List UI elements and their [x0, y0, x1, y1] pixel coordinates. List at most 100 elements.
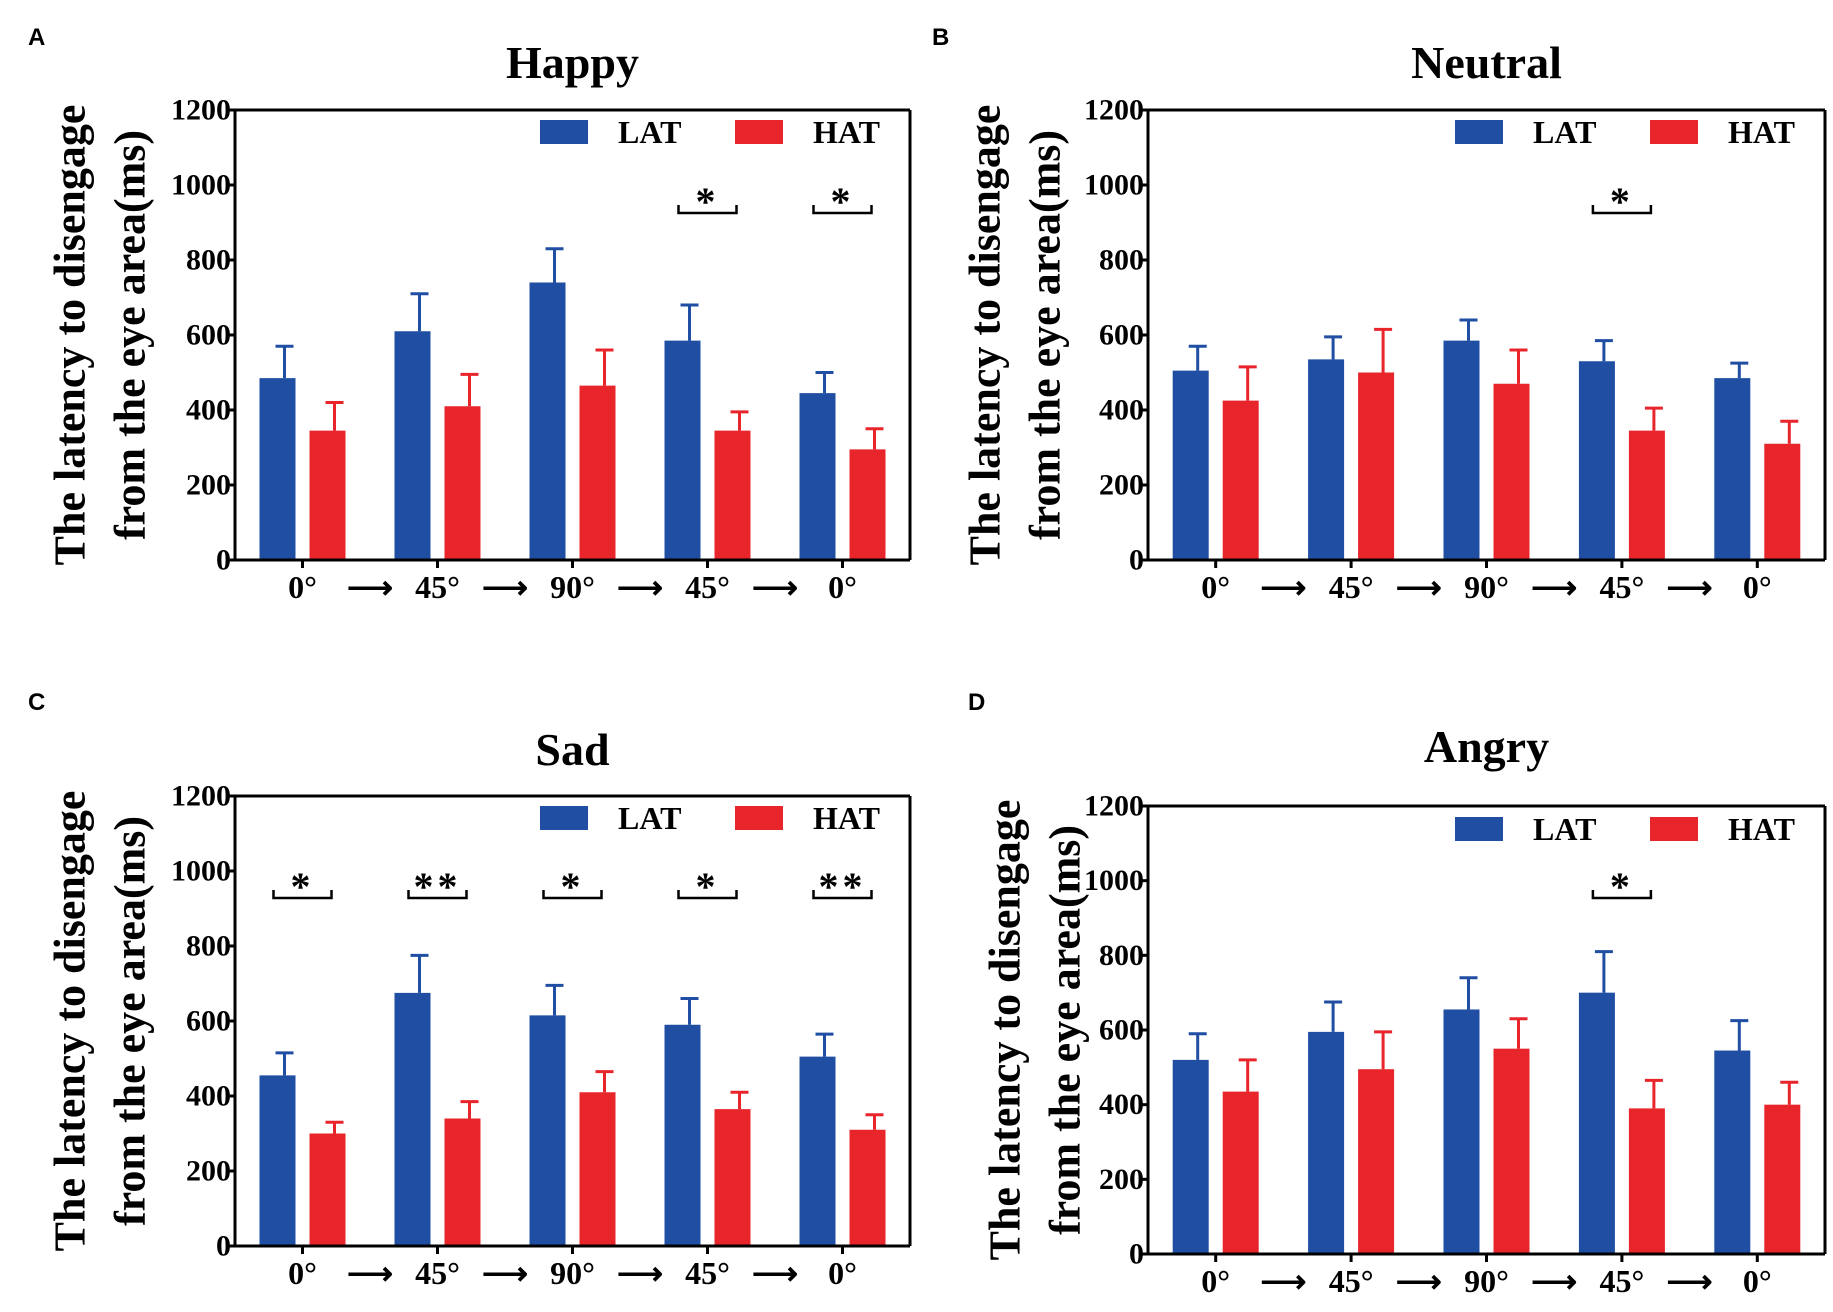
y-tick-label: 600	[186, 1005, 231, 1038]
legend-swatch-lat	[1455, 120, 1503, 144]
legend-swatch-hat	[735, 120, 783, 144]
bar-lat	[394, 331, 431, 560]
x-tick-label: 45°	[415, 569, 460, 605]
significance-bracket	[542, 890, 603, 900]
y-tick-label: 600	[1099, 319, 1144, 352]
bar-lat	[1578, 992, 1615, 1254]
x-arrow: ⟶	[347, 1255, 393, 1291]
y-tick-label: 1200	[171, 94, 231, 127]
x-tick-label: 0°	[1743, 1263, 1772, 1299]
bar-lat	[259, 1075, 296, 1246]
x-tick-label: 45°	[685, 569, 730, 605]
y-axis-label-line: from the eye area(ms)	[1041, 825, 1090, 1235]
x-arrow: ⟶	[1260, 569, 1306, 605]
y-tick-label: 1200	[1084, 94, 1144, 127]
bar-hat	[849, 449, 886, 560]
chart-panel-a: A Happy The latency to disengage from the e…	[28, 24, 912, 605]
chart-title: Happy	[506, 37, 639, 88]
bar-hat	[444, 1118, 481, 1246]
bar-lat	[529, 282, 566, 560]
y-axis-label-line: from the eye area(ms)	[1021, 130, 1070, 540]
legend-swatch-lat	[1455, 817, 1503, 841]
x-tick-label: 90°	[550, 1255, 595, 1291]
legend-swatch-lat	[540, 806, 588, 830]
chart-panel-d: D Angry The latency to disengage from the e…	[968, 689, 1827, 1299]
significance-bracket	[677, 205, 738, 215]
bar-lat	[799, 393, 836, 560]
x-tick-label: 45°	[685, 1255, 730, 1291]
bar-lat	[1714, 378, 1751, 560]
bar-lat	[664, 340, 701, 560]
bar-lat	[1308, 1031, 1345, 1254]
panel-letter: B	[932, 24, 949, 51]
bar-lat	[1443, 340, 1480, 560]
x-arrow: ⟶	[617, 1255, 663, 1291]
y-tick-label: 1000	[171, 169, 231, 202]
legend-label-lat: LAT	[618, 114, 681, 150]
bar-hat	[1628, 430, 1665, 560]
significance-bracket	[1591, 890, 1653, 900]
bar-hat	[1222, 1091, 1259, 1254]
chart-panel-b: B Neutral The latency to disengage from the…	[932, 24, 1827, 605]
y-tick-label: 400	[1099, 394, 1144, 427]
y-axis-label-line: The latency to disengage	[961, 105, 1010, 566]
bar-lat	[799, 1056, 836, 1246]
significance-label: *	[291, 864, 315, 909]
significance-label: *	[1610, 864, 1634, 909]
y-tick-label: 400	[1099, 1088, 1144, 1121]
panel-letter: D	[968, 689, 985, 716]
y-tick-label: 400	[186, 394, 231, 427]
bar-hat	[444, 406, 481, 560]
significance-label: *	[1610, 179, 1634, 224]
y-tick-label: 1200	[1084, 790, 1144, 823]
y-tick-label: 0	[216, 544, 231, 577]
bar-hat	[579, 385, 616, 560]
significance-bracket	[812, 890, 873, 900]
y-axis-label-line: The latency to disengage	[981, 800, 1030, 1261]
significance-bracket	[1591, 205, 1653, 215]
x-tick-label: 0°	[828, 569, 857, 605]
bar-hat	[1358, 1069, 1395, 1254]
significance-bracket	[812, 205, 873, 215]
bar-hat	[714, 430, 751, 560]
y-tick-label: 200	[1099, 1163, 1144, 1196]
x-arrow: ⟶	[1531, 569, 1577, 605]
x-arrow: ⟶	[1531, 1263, 1577, 1299]
significance-label: *	[696, 864, 720, 909]
bar-lat	[1172, 370, 1209, 560]
x-tick-label: 45°	[415, 1255, 460, 1291]
y-tick-label: 800	[186, 244, 231, 277]
x-tick-label: 0°	[1201, 569, 1230, 605]
y-tick-label: 0	[1129, 1238, 1144, 1271]
y-axis-label-line: The latency to disengage	[46, 105, 95, 566]
y-tick-label: 200	[186, 469, 231, 502]
legend-swatch-hat	[735, 806, 783, 830]
y-tick-label: 1200	[171, 780, 231, 813]
y-tick-label: 1000	[171, 855, 231, 888]
legend-label-hat: HAT	[1728, 811, 1795, 847]
x-arrow: ⟶	[1396, 569, 1442, 605]
significance-label: *	[831, 179, 855, 224]
x-tick-label: 0°	[288, 569, 317, 605]
x-tick-label: 45°	[1600, 569, 1645, 605]
bar-hat	[1628, 1108, 1665, 1254]
legend-label-lat: LAT	[1533, 114, 1596, 150]
significance-label: *	[696, 179, 720, 224]
x-arrow: ⟶	[482, 569, 528, 605]
bar-hat	[309, 1133, 346, 1246]
x-arrow: ⟶	[1396, 1263, 1442, 1299]
chart-title: Neutral	[1411, 37, 1562, 88]
x-tick-label: 90°	[1464, 1263, 1509, 1299]
x-arrow: ⟶	[752, 569, 798, 605]
legend-label-lat: LAT	[1533, 811, 1596, 847]
y-tick-label: 200	[1099, 469, 1144, 502]
significance-bracket	[272, 890, 333, 900]
chart-panel-c: C Sad The latency to disengage from the eye…	[28, 689, 912, 1291]
legend-label-hat: HAT	[1728, 114, 1795, 150]
significance-bracket	[677, 890, 738, 900]
y-tick-label: 800	[1099, 244, 1144, 277]
x-tick-label: 0°	[828, 1255, 857, 1291]
x-tick-label: 90°	[1464, 569, 1509, 605]
y-tick-label: 400	[186, 1080, 231, 1113]
